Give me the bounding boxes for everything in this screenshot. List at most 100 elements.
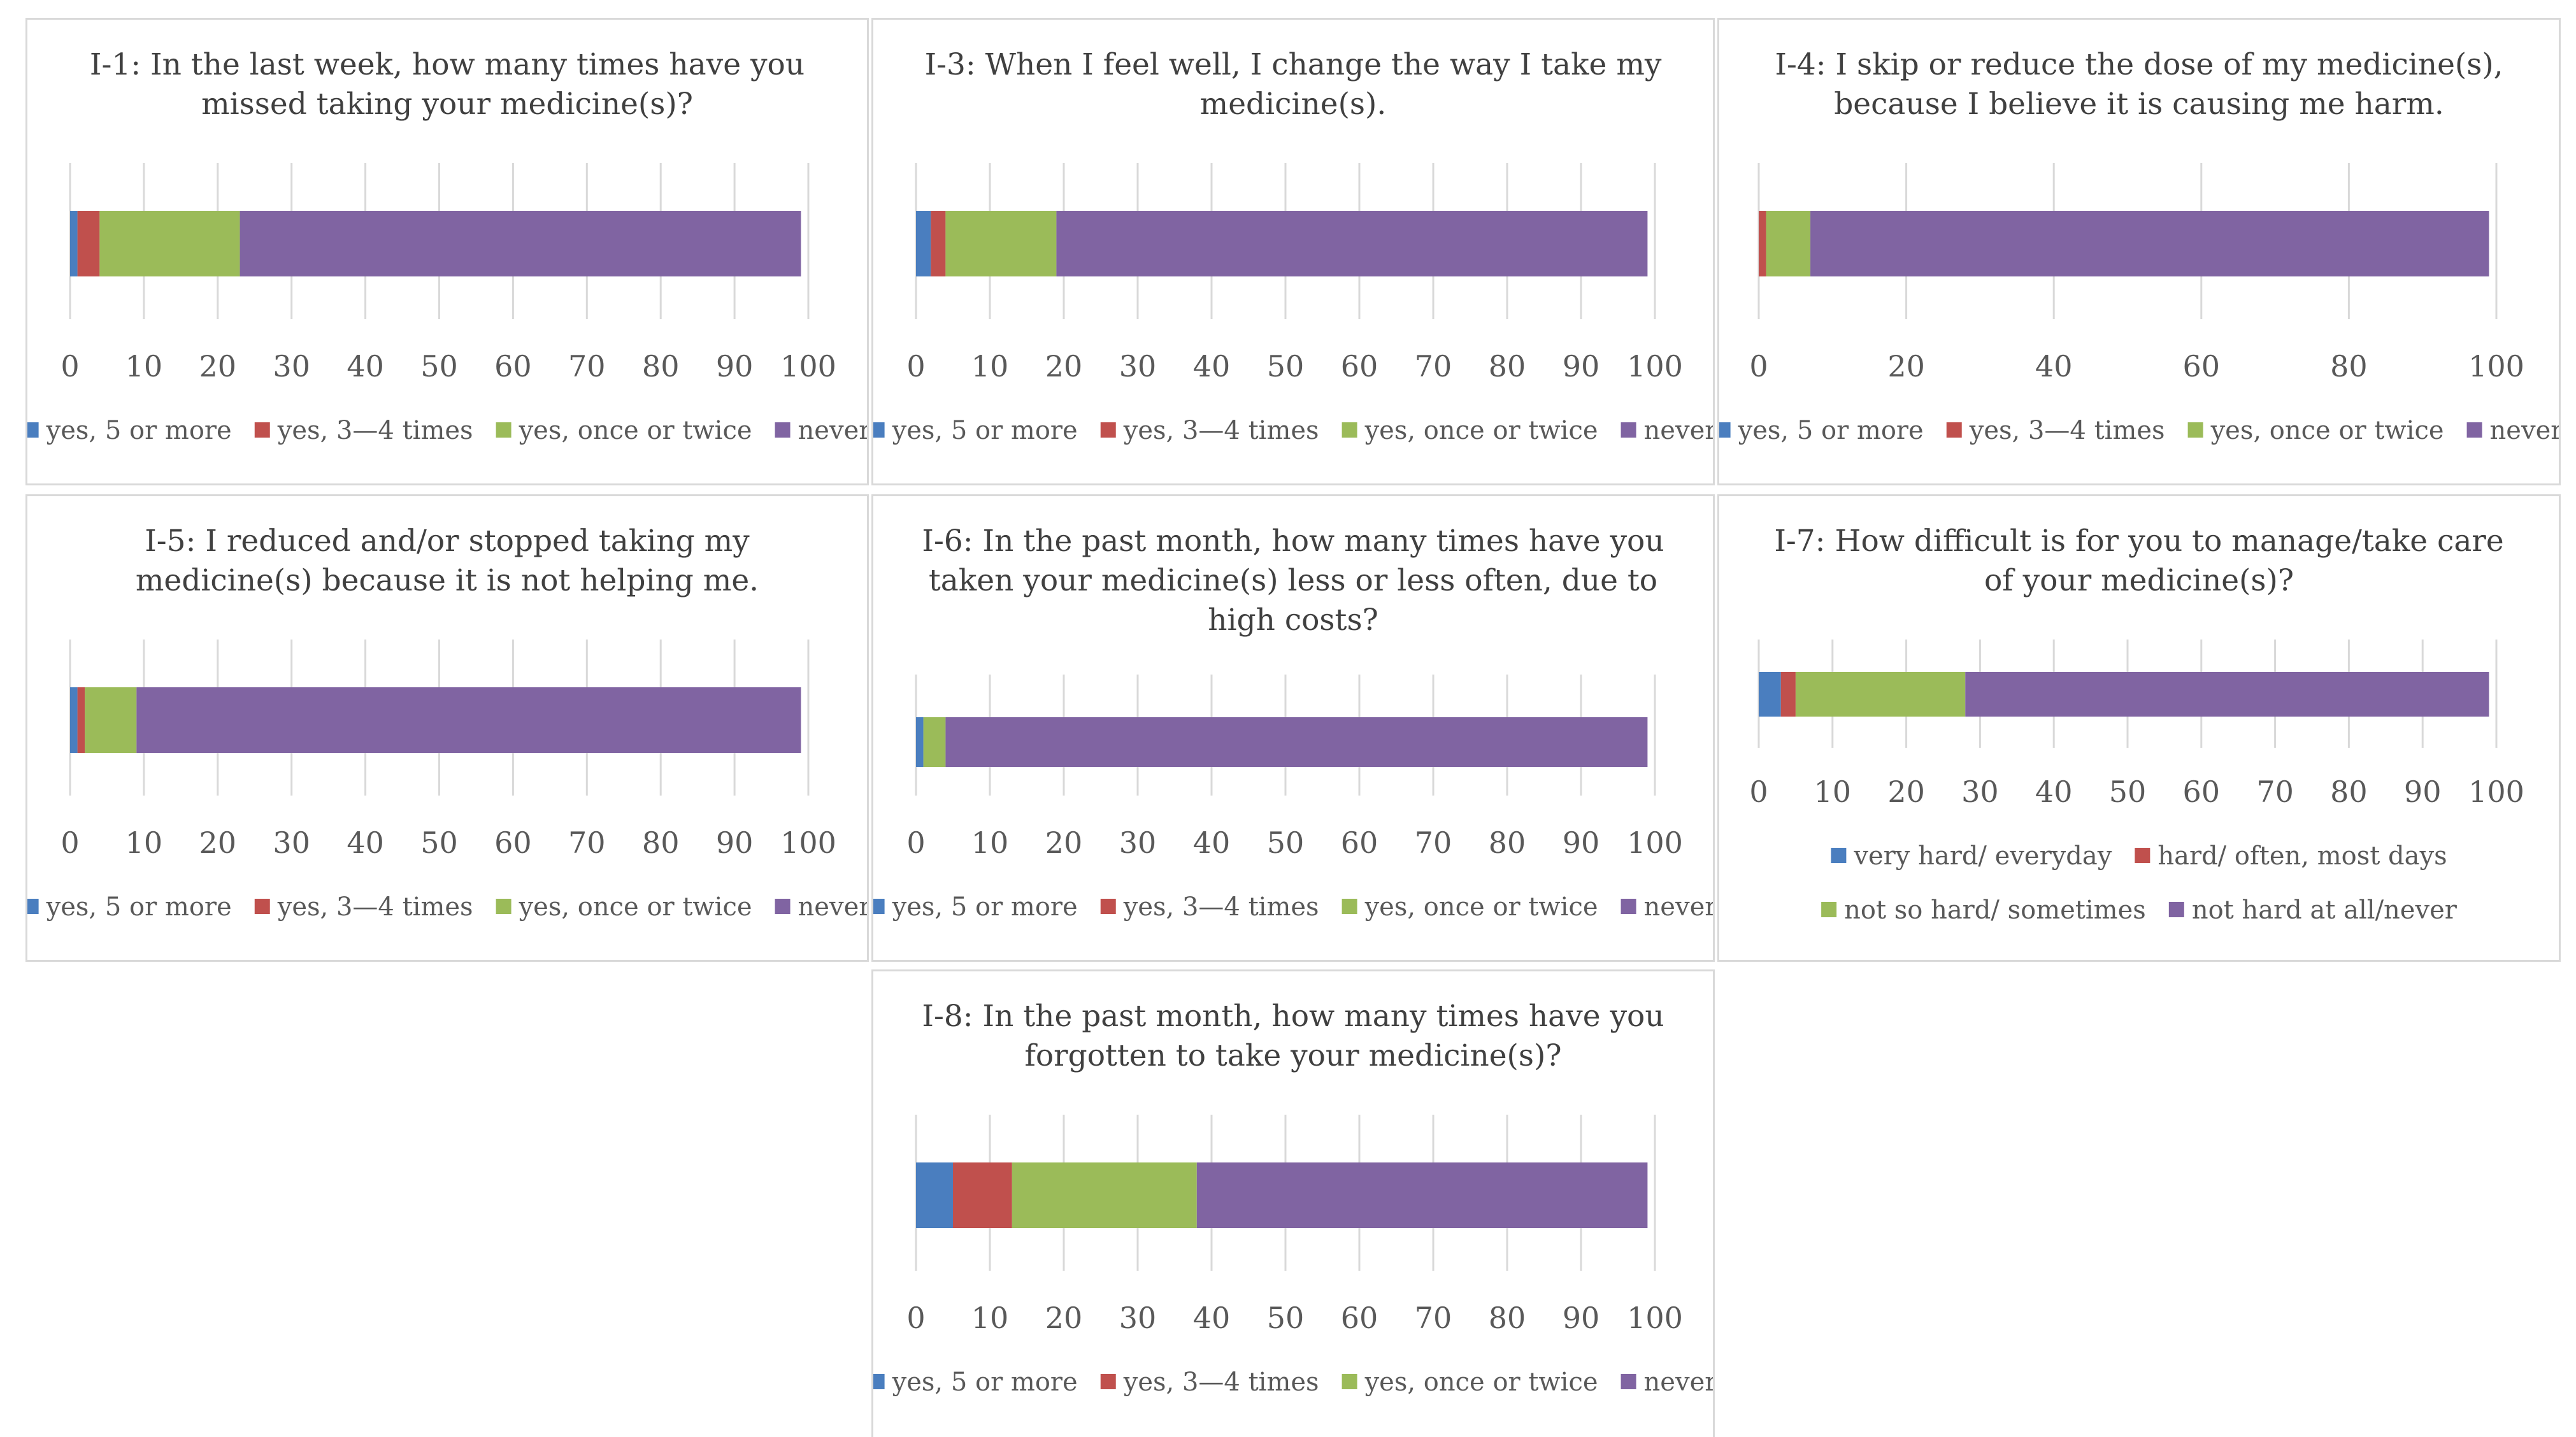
legend-swatch [873,1374,885,1389]
legend-label: yes, once or twice [1364,416,1598,445]
legend-label: never [1644,416,1713,445]
bar-segment [70,211,78,276]
x-tick-label: 40 [1193,349,1231,383]
x-tick-label: 70 [2256,775,2294,809]
x-tick-label: 20 [1887,349,1925,383]
bar-segment [945,717,1648,767]
bar-segment [99,211,240,276]
legend-label: yes, 5 or more [892,892,1078,922]
x-tick-label: 0 [61,349,79,383]
legend-label: yes, 3—4 times [1123,892,1319,922]
x-tick-label: 20 [1887,775,1925,809]
legend-label: yes, 3—4 times [1969,416,2165,445]
legend-label: never [1644,892,1713,922]
x-tick-label: 80 [642,349,680,383]
x-tick-label: 60 [494,349,532,383]
legend-label: yes, once or twice [519,892,752,922]
x-tick-label: 70 [1415,1301,1452,1335]
x-tick-label: 80 [2330,775,2368,809]
x-tick-label: 40 [347,349,384,383]
legend-label: never [1644,1368,1713,1397]
x-tick-label: 70 [1415,826,1452,860]
legend-label: never [798,892,867,922]
bar-segment [931,211,946,276]
chart-title-line: I-7: How difficult is for you to manage/… [1774,524,2504,559]
legend-swatch [2135,848,2150,863]
legend-label: yes, 5 or more [892,1368,1078,1397]
chart-title-i6: I-6: In the past month, how many times h… [912,522,1675,640]
legend-swatch [27,422,39,438]
chart-title-line: medicine(s). [1199,87,1387,122]
bar-segment [923,717,946,767]
x-tick-label: 20 [199,349,237,383]
legend-swatch [1342,1374,1357,1389]
x-tick-label: 60 [494,826,532,860]
chart-title-i4: I-4: I skip or reduce the dose of my med… [1757,45,2521,124]
legend-label: yes, once or twice [519,416,752,445]
chart-panel-i1: I-1: In the last week, how many times ha… [25,18,869,485]
x-tick-label: 30 [1119,349,1157,383]
x-tick-label: 80 [642,826,680,860]
legend-swatch [254,899,270,914]
legend-label: yes, 5 or more [46,416,232,445]
chart-title-line: of your medicine(s)? [1984,563,2294,598]
bar-segment [916,717,924,767]
x-tick-label: 30 [273,826,310,860]
x-tick-label: 60 [1341,1301,1378,1335]
chart-panel-i7: I-7: How difficult is for you to manage/… [1717,494,2561,962]
legend-swatch [1821,902,1837,917]
chart-title-line: I-5: I reduced and/or stopped taking my [145,524,750,559]
x-tick-label: 40 [2035,349,2073,383]
legend-swatch [1946,422,1962,438]
x-tick-label: 0 [61,826,79,860]
chart-plot-i6: 0 10 20 30 40 50 60 70 80 90 100 yes, 5 or more yes,… [873,675,1713,922]
x-tick-label: 70 [568,349,606,383]
bar-segment [916,1162,953,1228]
x-tick-label: 10 [125,826,163,860]
x-tick-label: 80 [1489,349,1526,383]
legend-swatch [1831,848,1847,863]
x-tick-label: 20 [1045,826,1083,860]
x-tick-label: 50 [2109,775,2147,809]
legend-swatch [873,422,885,438]
x-tick-label: 30 [273,349,310,383]
x-tick-label: 90 [1563,1301,1600,1335]
bar-segment [85,687,137,753]
chart-title-line: taken your medicine(s) less or less ofte… [928,563,1658,598]
chart-title-i1: I-1: In the last week, how many times ha… [66,45,829,124]
x-tick-label: 0 [906,826,925,860]
x-tick-label: 90 [716,826,754,860]
x-tick-label: 30 [1119,826,1157,860]
bar-segment [1196,1162,1648,1228]
x-tick-label: 10 [125,349,163,383]
x-tick-label: 100 [1627,1301,1683,1335]
x-tick-label: 10 [971,826,1009,860]
chart-plot-i7: 0 10 20 30 40 50 60 70 80 90 100 very hard/ everyda… [1749,640,2524,925]
chart-plot-i8: 0 10 20 30 40 50 60 70 80 90 100 yes, 5 or more yes,… [873,1115,1713,1397]
chart-title-line: I-6: In the past month, how many times h… [922,524,1664,559]
x-tick-label: 50 [1267,1301,1305,1335]
legend-swatch [1621,1374,1636,1389]
chart-title-i8: I-8: In the past month, how many times h… [912,997,1675,1076]
chart-title-line: I-1: In the last week, how many times ha… [89,47,805,82]
x-tick-label: 90 [2404,775,2442,809]
bar-segment [916,211,931,276]
legend-label: yes, 5 or more [1738,416,1924,445]
legend-label: not hard at all/never [2192,896,2458,925]
x-tick-label: 40 [1193,826,1231,860]
chart-plot-i4: 0 20 40 60 80 100 yes, 5 or more yes, 3—4 times… [1719,163,2559,445]
chart-title-line: because I believe it is causing me harm. [1834,87,2444,122]
legend-swatch [27,899,39,914]
x-tick-label: 60 [2183,349,2221,383]
x-tick-label: 50 [1267,349,1305,383]
chart-panel-i4: I-4: I skip or reduce the dose of my med… [1717,18,2561,485]
chart-title-i7: I-7: How difficult is for you to manage/… [1757,522,2521,601]
chart-title-line: forgotten to take your medicine(s)? [1024,1038,1562,1073]
bar-segment [1056,211,1648,276]
x-tick-label: 90 [716,349,754,383]
legend-swatch [775,899,791,914]
x-tick-label: 30 [1119,1301,1157,1335]
x-tick-label: 0 [906,1301,925,1335]
legend-swatch [1719,422,1731,438]
bar-segment [77,687,85,753]
